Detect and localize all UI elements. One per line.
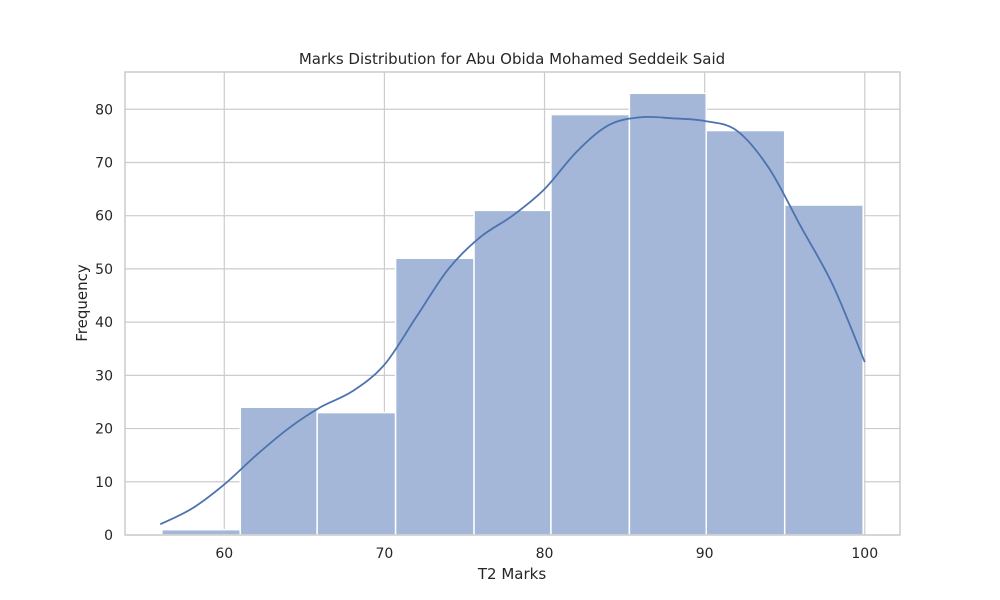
chart-title: Marks Distribution for Abu Obida Mohamed… — [299, 50, 725, 68]
x-tick-label: 60 — [215, 546, 233, 562]
x-tick-label: 80 — [536, 546, 554, 562]
histogram-bar — [628, 92, 708, 536]
histogram-bar — [783, 204, 864, 536]
histogram-bar — [316, 411, 397, 536]
y-tick-label: 0 — [104, 528, 113, 544]
histogram-bar — [394, 257, 475, 536]
y-tick-label: 70 — [95, 155, 113, 171]
axes-frame — [124, 71, 901, 536]
histogram-bar — [550, 113, 631, 536]
x-tick-label: 90 — [696, 546, 714, 562]
y-tick-label: 20 — [95, 422, 113, 438]
y-tick-label: 60 — [95, 209, 113, 225]
histogram-bar — [239, 406, 318, 536]
y-tick-label: 30 — [95, 368, 113, 384]
tick-labels: 60 70 80 90 100 0 10 20 30 40 50 60 70 80 — [95, 102, 878, 562]
histogram-bar — [473, 209, 552, 536]
kde-curve-group — [159, 115, 866, 526]
x-axis-label: T2 Marks — [477, 565, 546, 583]
x-tick-label: 70 — [375, 546, 393, 562]
y-tick-label: 50 — [95, 262, 113, 278]
histogram-bar — [705, 129, 786, 536]
histogram-bar — [161, 528, 242, 536]
y-tick-label: 80 — [95, 102, 113, 118]
kde-curve — [159, 115, 866, 526]
y-tick-label: 10 — [95, 475, 113, 491]
x-tick-label: 100 — [851, 546, 878, 562]
y-tick-label: 40 — [95, 315, 113, 331]
y-axis-label: Frequency — [73, 264, 91, 342]
